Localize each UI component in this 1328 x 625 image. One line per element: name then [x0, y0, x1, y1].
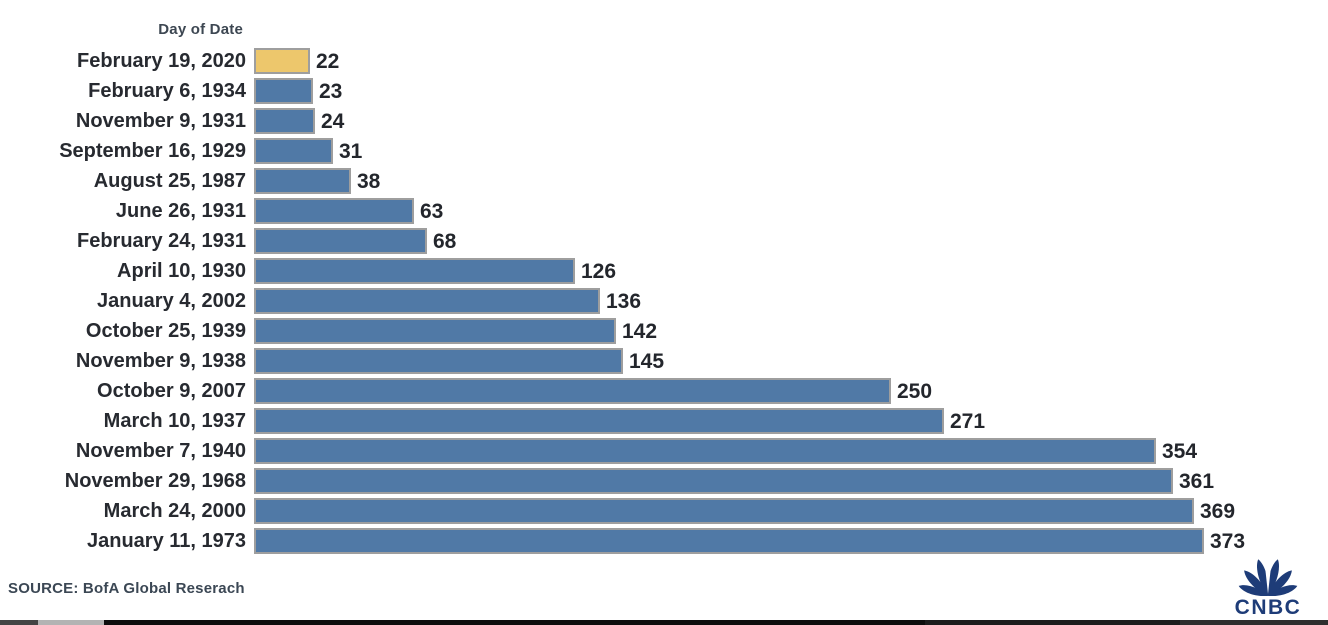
bar-category-label: March 10, 1937	[103, 410, 246, 432]
bar-value-label: 63	[420, 199, 444, 223]
bar	[254, 318, 616, 344]
bar	[254, 528, 1204, 554]
axis-title: Day of Date	[158, 21, 243, 38]
bar-value-label: 22	[316, 49, 340, 73]
bar-category-label: October 25, 1939	[85, 320, 246, 342]
bar-highlighted	[254, 48, 310, 74]
bar-category-label: February 6, 1934	[88, 80, 246, 102]
bar-row: April 10, 1930 126	[0, 256, 1328, 286]
bar-value-label: 361	[1179, 469, 1215, 493]
bar-value-label: 373	[1210, 529, 1246, 553]
bar-category-label: January 11, 1973	[86, 530, 246, 552]
bar-row: March 10, 1937 271	[0, 406, 1328, 436]
bar-row: June 26, 1931 63	[0, 196, 1328, 226]
bar-value-label: 68	[433, 229, 457, 253]
bar-row: October 9, 2007 250	[0, 376, 1328, 406]
bar-value-label: 250	[897, 379, 933, 403]
nbc-peacock-icon	[1218, 556, 1318, 596]
bar-value-label: 23	[319, 79, 343, 103]
bar-row: August 25, 1987 38	[0, 166, 1328, 196]
bar	[254, 468, 1173, 494]
bottom-edge-strip	[0, 620, 1328, 625]
bar-value-label: 142	[622, 319, 658, 343]
bar	[254, 258, 575, 284]
bar-rows: February 19, 2020 22 February 6, 1934 23 Nov…	[0, 46, 1328, 556]
bar	[254, 348, 623, 374]
bar-row: November 9, 1931 24	[0, 106, 1328, 136]
bar-row: November 29, 1968 361	[0, 466, 1328, 496]
bar	[254, 228, 427, 254]
bar-value-label: 369	[1200, 499, 1236, 523]
bar-value-label: 354	[1162, 439, 1198, 463]
bar-row: February 19, 2020 22	[0, 46, 1328, 76]
bar	[254, 168, 351, 194]
bar	[254, 288, 600, 314]
bar-row: February 24, 1931 68	[0, 226, 1328, 256]
bar-category-label: April 10, 1930	[117, 260, 246, 282]
bar-value-label: 38	[357, 169, 381, 193]
bar	[254, 438, 1156, 464]
bar-row: January 4, 2002 136	[0, 286, 1328, 316]
cnbc-logo: CNBC	[1218, 556, 1318, 618]
strip-segment	[0, 620, 38, 625]
cnbc-wordmark: CNBC	[1234, 596, 1302, 619]
bar	[254, 378, 891, 404]
bar-category-label: October 9, 2007	[97, 380, 246, 402]
bar-row: November 9, 1938 145	[0, 346, 1328, 376]
bar-category-label: January 4, 2002	[97, 290, 246, 312]
strip-segment	[925, 620, 1180, 625]
bar-row: March 24, 2000 369	[0, 496, 1328, 526]
bar-value-label: 145	[629, 349, 665, 373]
bar-category-label: June 26, 1931	[115, 200, 246, 222]
bar-row: November 7, 1940 354	[0, 436, 1328, 466]
bar-value-label: 31	[339, 139, 363, 163]
bar-category-label: February 19, 2020	[77, 50, 246, 72]
bar-category-label: August 25, 1987	[93, 170, 246, 192]
bar	[254, 198, 414, 224]
bar-value-label: 24	[321, 109, 345, 133]
bar-category-label: November 29, 1968	[64, 470, 246, 492]
bar-value-label: 271	[950, 409, 986, 433]
bar-value-label: 126	[581, 259, 617, 283]
bar-category-label: November 9, 1938	[75, 350, 246, 372]
bar-category-label: September 16, 1929	[59, 140, 246, 162]
bar	[254, 408, 944, 434]
bar-category-label: February 24, 1931	[77, 230, 246, 252]
bar-category-label: November 7, 1940	[75, 440, 246, 462]
bar-row: September 16, 1929 31	[0, 136, 1328, 166]
bar-row: January 11, 1973 373	[0, 526, 1328, 556]
bar	[254, 108, 315, 134]
bar-category-label: March 24, 2000	[103, 500, 246, 522]
source-note: SOURCE: BofA Global Reserach	[8, 580, 245, 597]
bar	[254, 78, 313, 104]
bar	[254, 138, 333, 164]
bar-row: October 25, 1939 142	[0, 316, 1328, 346]
bar	[254, 498, 1194, 524]
strip-segment	[104, 620, 925, 625]
strip-segment	[1180, 620, 1328, 625]
strip-segment	[38, 620, 104, 625]
bar-value-label: 136	[606, 289, 642, 313]
bar-row: February 6, 1934 23	[0, 76, 1328, 106]
bar-category-label: November 9, 1931	[75, 110, 246, 132]
